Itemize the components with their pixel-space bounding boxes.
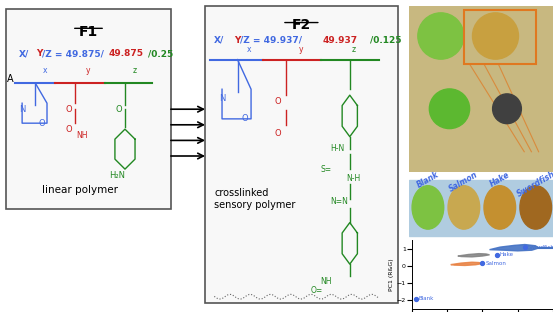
- Text: X/: X/: [214, 36, 225, 45]
- Text: z: z: [352, 45, 356, 54]
- Text: Salmon: Salmon: [486, 261, 506, 266]
- Ellipse shape: [493, 94, 521, 124]
- Ellipse shape: [418, 13, 464, 59]
- Text: H-N: H-N: [330, 144, 345, 153]
- Point: [478, 261, 487, 266]
- Text: linear polymer: linear polymer: [42, 185, 118, 195]
- Text: /0.125: /0.125: [370, 36, 401, 45]
- Text: N=N: N=N: [330, 197, 348, 206]
- Text: Y: Y: [234, 36, 241, 45]
- Bar: [409, 180, 553, 236]
- Text: S=: S=: [321, 165, 332, 174]
- Ellipse shape: [448, 186, 479, 229]
- Text: N-H: N-H: [346, 174, 360, 183]
- Text: O: O: [275, 129, 281, 138]
- Text: N: N: [219, 94, 225, 103]
- Text: O: O: [65, 125, 72, 134]
- Text: y: y: [299, 45, 304, 54]
- Y-axis label: PC1 (R&G): PC1 (R&G): [389, 258, 394, 291]
- Text: O: O: [65, 105, 72, 114]
- Text: Y: Y: [36, 49, 43, 58]
- Text: Swordfish: Swordfish: [528, 245, 553, 250]
- Text: z: z: [133, 66, 137, 75]
- Polygon shape: [489, 245, 539, 251]
- Bar: [464, 10, 536, 64]
- Text: NH: NH: [76, 131, 87, 140]
- Ellipse shape: [472, 13, 519, 59]
- Text: x: x: [43, 66, 48, 75]
- Point: [520, 245, 529, 250]
- Text: O=: O=: [311, 286, 324, 295]
- Text: /0.25: /0.25: [148, 49, 174, 58]
- Text: x: x: [247, 45, 252, 54]
- Text: O: O: [242, 115, 248, 123]
- Text: O: O: [115, 105, 122, 114]
- Text: F1: F1: [79, 25, 98, 39]
- Text: Salmon: Salmon: [448, 170, 480, 194]
- Text: /Z = 49.875/: /Z = 49.875/: [42, 49, 104, 58]
- Ellipse shape: [520, 186, 551, 229]
- Text: F2: F2: [292, 18, 311, 32]
- Text: O: O: [39, 119, 45, 128]
- Text: O: O: [275, 97, 281, 105]
- Polygon shape: [458, 254, 489, 257]
- Text: N: N: [19, 105, 25, 114]
- Text: Blank: Blank: [418, 296, 434, 301]
- Ellipse shape: [484, 186, 515, 229]
- Text: 49.937: 49.937: [322, 36, 358, 45]
- Ellipse shape: [429, 89, 469, 129]
- Text: Hake: Hake: [499, 252, 513, 257]
- Point: [411, 296, 420, 301]
- Text: y: y: [86, 66, 91, 75]
- Text: Hake: Hake: [488, 170, 512, 188]
- Text: Blank: Blank: [415, 170, 441, 190]
- Text: Swordfish: Swordfish: [515, 170, 553, 199]
- Text: crosslinked
sensory polymer: crosslinked sensory polymer: [214, 188, 296, 210]
- Text: /Z = 49.937/: /Z = 49.937/: [241, 36, 302, 45]
- Polygon shape: [451, 262, 482, 266]
- Point: [492, 252, 501, 257]
- Text: NH: NH: [321, 277, 332, 286]
- Text: X/: X/: [19, 49, 29, 58]
- Text: A: A: [7, 74, 14, 84]
- Ellipse shape: [412, 186, 444, 229]
- Text: H₂N: H₂N: [109, 171, 124, 180]
- Text: 49.875: 49.875: [108, 49, 143, 58]
- Text: A/2: A/2: [212, 128, 227, 137]
